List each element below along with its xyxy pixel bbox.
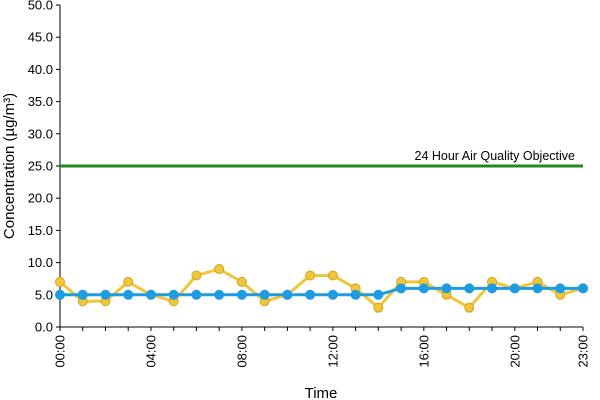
series-2-point (441, 283, 452, 294)
objective-line-group: 24 Hour Air Quality Objective (60, 149, 583, 168)
series-2-point (578, 283, 588, 294)
y-tick-label: 0.0 (35, 320, 53, 335)
y-tick-label: 20.0 (28, 191, 53, 206)
series-2-point (487, 283, 498, 294)
y-tick-label: 35.0 (28, 94, 53, 109)
x-tick-label: 04:00 (143, 335, 158, 368)
series-1-point (191, 270, 202, 281)
y-tick-label: 15.0 (28, 223, 53, 238)
series-1-point (327, 270, 338, 281)
x-tick-label: 16:00 (416, 335, 431, 368)
series-2-point (77, 289, 88, 300)
x-axis: 00:00 04:00 08:00 12:00 16:00 20:00 23:00 (53, 326, 591, 368)
series-2-point (259, 289, 270, 300)
series-2-point (168, 289, 179, 300)
series-2-point (145, 289, 156, 300)
series-2-point (373, 289, 384, 300)
series-1-point (123, 276, 134, 287)
series-2-point (55, 289, 65, 300)
series-2-point (464, 283, 475, 294)
y-tick-label: 25.0 (28, 159, 53, 174)
x-tick-label: 20:00 (507, 335, 522, 368)
series-2-point (396, 283, 407, 294)
y-tick-label: 5.0 (35, 287, 53, 302)
series-2-point (214, 289, 225, 300)
series-2-point (282, 289, 293, 300)
series-2-point (532, 283, 543, 294)
series-1-point (305, 270, 316, 281)
series-2-point (555, 283, 566, 294)
y-tick-label: 40.0 (28, 62, 53, 77)
series-1-point (236, 276, 247, 287)
y-tick-label: 30.0 (28, 126, 53, 141)
x-tick-label: 00:00 (53, 335, 68, 368)
series-2-point (100, 289, 111, 300)
series-2-point (305, 289, 316, 300)
series-1-point (373, 302, 384, 313)
series-1-point (55, 276, 65, 287)
series-2-point (236, 289, 247, 300)
series-1-point (214, 264, 225, 275)
series-group (55, 264, 588, 313)
y-tick-label: 50.0 (28, 0, 53, 13)
series-2-point (350, 289, 361, 300)
series-2-point (509, 283, 520, 294)
x-tick-label: 12:00 (325, 335, 340, 368)
series-2-point (327, 289, 338, 300)
y-tick-label: 10.0 (28, 255, 53, 270)
series-2-point (191, 289, 202, 300)
y-tick-label: 45.0 (28, 30, 53, 45)
series-2-point (418, 283, 429, 294)
x-axis-title: Time (305, 385, 338, 400)
x-tick-label: 08:00 (234, 335, 249, 368)
air-quality-objective-label: 24 Hour Air Quality Objective (415, 149, 576, 163)
y-axis: 0.0 5.0 10.0 15.0 20.0 25.0 30.0 35.0 40.0 45.0 50… (28, 0, 61, 335)
series-1-point (464, 302, 475, 313)
series-2-point (123, 289, 134, 300)
y-axis-title: Concentration (µg/m³) (1, 93, 18, 239)
x-tick-label: 23:00 (576, 335, 591, 368)
